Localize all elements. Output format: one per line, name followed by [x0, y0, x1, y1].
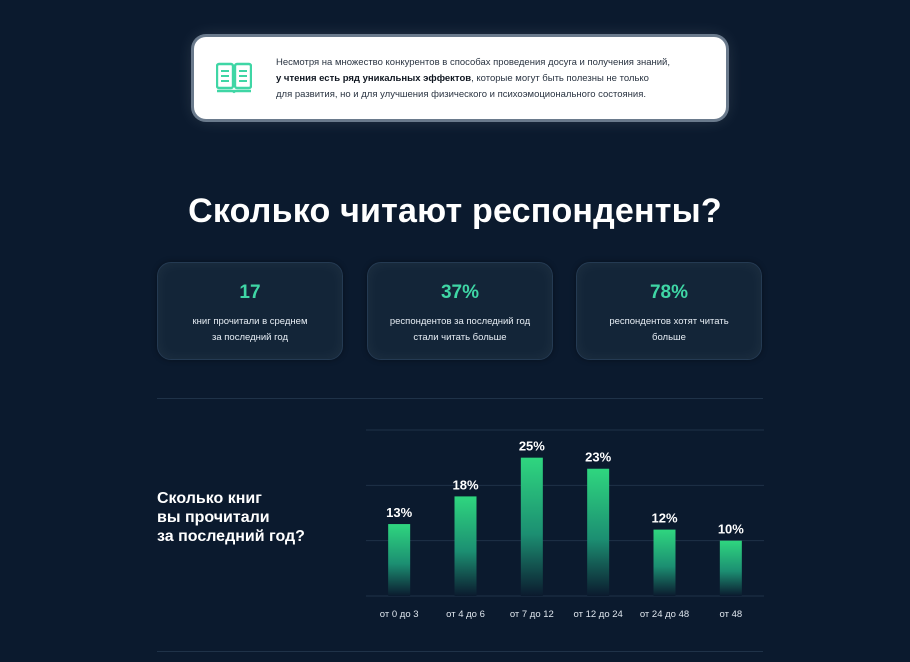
category-label: от 4 до 6 — [446, 609, 485, 620]
stat-value: 78% — [649, 282, 689, 303]
bar-value-label: 23% — [585, 450, 611, 465]
stat-caption: респондентов хотят читать больше — [609, 316, 729, 343]
intro-line-3: для развития, но и для улучшения физичес… — [276, 89, 647, 100]
bar-chart: 13% от 0 до 3 18% от 4 до 6 25% от 7 до 12 23%… — [366, 429, 764, 620]
bar-value-label: 10% — [718, 522, 744, 537]
section-title: Сколько читают респонденты? — [188, 192, 722, 230]
stat-caption: книг прочитали в среднем за последний го… — [192, 316, 308, 343]
chart-question: Сколько книг вы прочитали за последний г… — [157, 490, 305, 545]
intro-line-1: Несмотря на множество конкурентов в спос… — [276, 57, 670, 68]
bar-value-label: 25% — [519, 439, 545, 454]
bar-value-label: 12% — [651, 511, 677, 526]
bar — [454, 496, 477, 596]
stat-caption: респондентов за последний год стали чита… — [389, 316, 531, 343]
intro-line-2: , которые могут быть полезны не только — [471, 73, 649, 84]
bar — [388, 524, 411, 596]
category-label: от 7 до 12 — [510, 609, 554, 620]
bar — [587, 468, 610, 596]
bar — [653, 529, 676, 596]
intro-card: Несмотря на множество конкурентов в спос… — [194, 37, 726, 119]
category-label: от 48 — [720, 609, 743, 620]
category-label: от 24 до 48 — [640, 609, 689, 620]
stat-card-want-more: 78% респондентов хотят читать больше — [576, 262, 762, 360]
bar-value-label: 13% — [386, 505, 412, 520]
category-label: от 0 до 3 — [380, 609, 419, 620]
divider-bottom — [157, 651, 763, 652]
divider-top — [157, 398, 763, 399]
stat-card-reading-more: 37% респондентов за последний год стали … — [367, 262, 553, 360]
bar — [520, 457, 543, 596]
open-book-icon — [216, 62, 252, 94]
stat-card-books: 17 книг прочитали в среднем за последний… — [157, 262, 343, 360]
intro-highlight: у чтения есть ряд уникальных эффектов — [276, 73, 472, 84]
bar-value-label: 18% — [452, 477, 478, 492]
bar — [719, 540, 742, 596]
intro-text: Несмотря на множество конкурентов в спос… — [276, 55, 716, 103]
stat-value: 37% — [440, 282, 480, 303]
category-label: от 12 до 24 — [574, 609, 623, 620]
stat-value: 17 — [239, 282, 261, 303]
